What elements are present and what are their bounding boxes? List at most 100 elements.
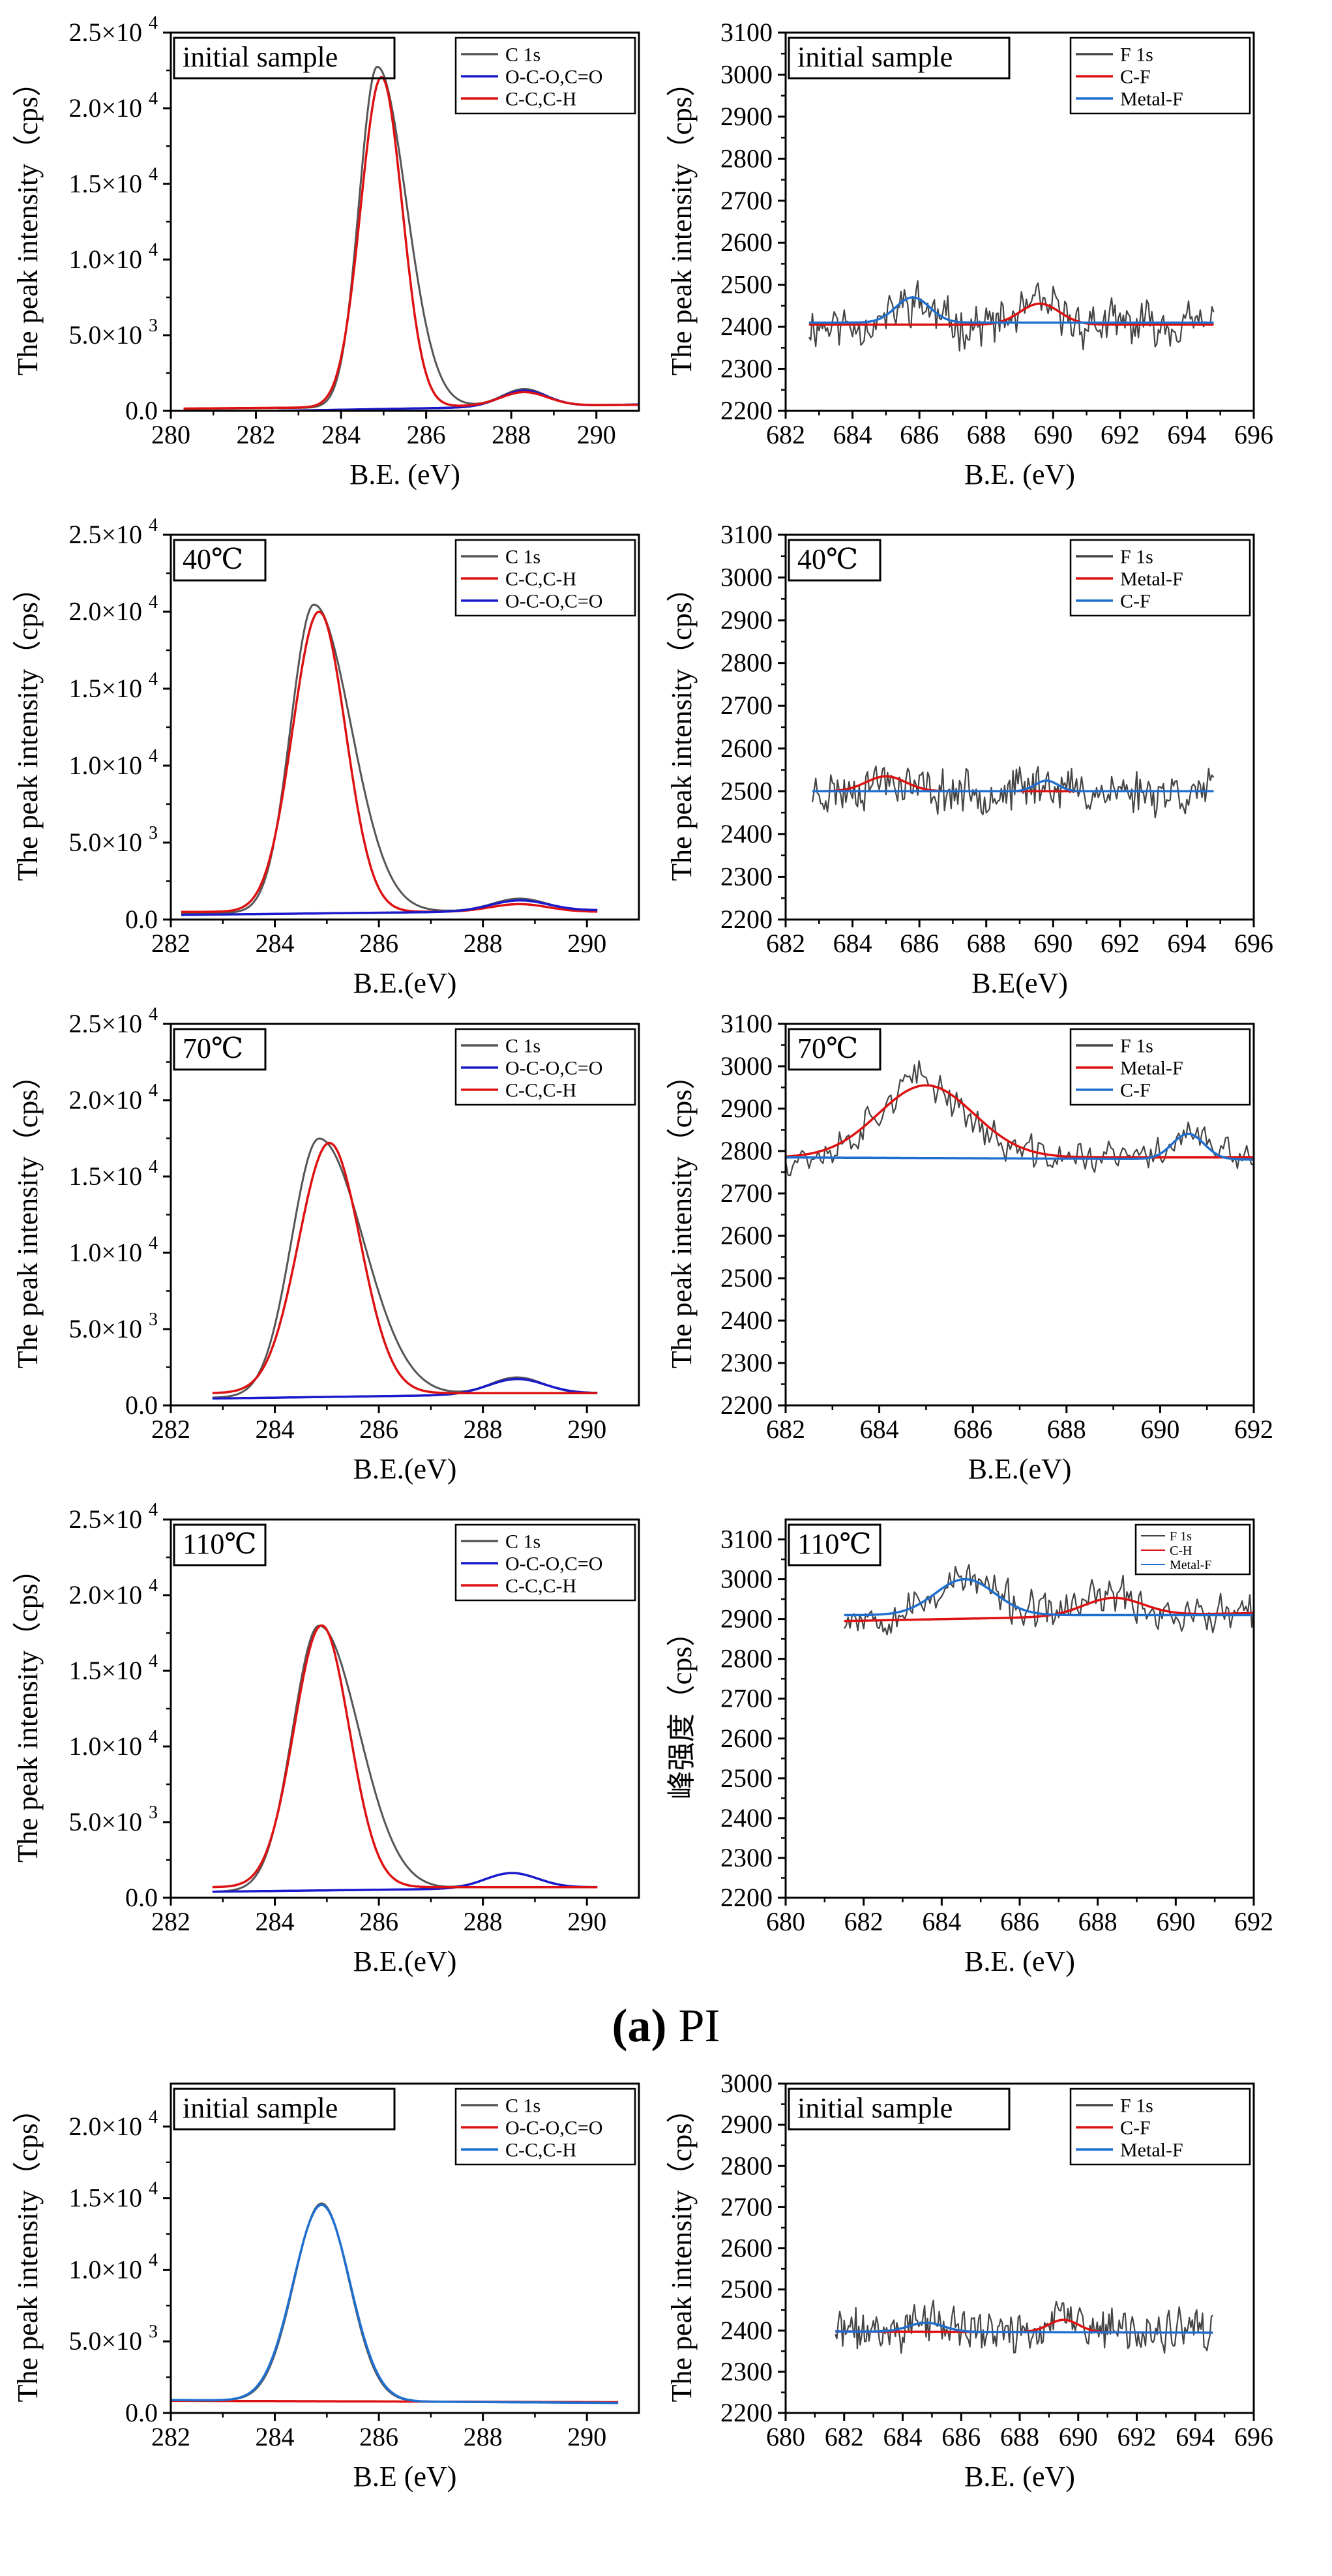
x-tick-label: 280 xyxy=(151,420,190,449)
y-tick-exponent: 3 xyxy=(149,1803,158,1823)
series-c-f xyxy=(812,779,1214,793)
title-box xyxy=(173,1028,267,1071)
panel-title: initial sample xyxy=(183,2092,338,2124)
plot-area xyxy=(183,65,639,411)
y-axis-label: The peak intensity（cps） xyxy=(12,1061,44,1369)
x-tick-label: 682 xyxy=(766,1415,805,1444)
x-tick-label: 284 xyxy=(321,420,361,449)
x-tick-label: 686 xyxy=(1000,1907,1039,1936)
chart-panel-f1s-initial: 682 684 686 688 690 692 694 696 2200 2300 2400 2500… xyxy=(666,18,1273,490)
series-c-1s xyxy=(183,65,639,410)
x-axis-label: B.E.(eV) xyxy=(968,1453,1072,1485)
y-tick-label: 2400 xyxy=(720,2316,773,2345)
y-tick-label: 2.0×10 xyxy=(68,1580,142,1610)
x-tick-label: 290 xyxy=(567,929,606,958)
series-c-c-c-h xyxy=(212,1141,598,1395)
legend-label: C 1s xyxy=(505,547,540,568)
legend-label: C 1s xyxy=(505,1036,540,1057)
legend-label: C-F xyxy=(1120,2118,1151,2139)
y-tick-label: 2200 xyxy=(720,2398,773,2427)
series-metal-f xyxy=(808,296,1214,324)
x-tick-label: 286 xyxy=(359,1907,398,1936)
y-axis-label: The peak intensity（cps） xyxy=(12,68,44,376)
x-tick-label: 682 xyxy=(844,1907,883,1936)
y-tick-label: 2800 xyxy=(720,1136,773,1165)
y-tick-label: 2600 xyxy=(720,1724,773,1753)
y-tick-label: 5.0×10 xyxy=(68,1314,142,1343)
x-tick-label: 680 xyxy=(766,2422,805,2451)
legend: C 1sO-C-O,C=OC-C,C-H xyxy=(454,2088,636,2166)
title-box xyxy=(788,1523,881,1566)
series-c-c-c-h xyxy=(171,2204,619,2404)
legend-label: C-C,C-H xyxy=(505,569,576,590)
y-axis-label: 峰强度（cps） xyxy=(666,1618,698,1800)
plot-area xyxy=(843,1564,1254,1636)
panel-title: 40℃ xyxy=(797,543,858,575)
x-tick-label: 688 xyxy=(1000,2422,1039,2451)
x-tick-label: 284 xyxy=(256,1907,295,1936)
y-tick-label: 0.0 xyxy=(125,1883,158,1912)
y-tick-label: 1.5×10 xyxy=(68,1161,142,1191)
series-metal-f xyxy=(844,1578,1254,1617)
y-tick-label: 2600 xyxy=(720,2234,773,2263)
panel-title: 110℃ xyxy=(183,1528,257,1560)
x-tick-label: 290 xyxy=(567,2422,606,2451)
y-tick-label: 2800 xyxy=(720,1644,773,1673)
y-tick-label: 3000 xyxy=(720,2069,773,2098)
plot-area xyxy=(181,603,598,916)
plot-frame xyxy=(784,1518,1255,1899)
series-c-1s xyxy=(171,2202,619,2404)
y-tick-label: 1.0×10 xyxy=(68,1238,142,1267)
y-tick-label: 2400 xyxy=(720,819,773,848)
chart-panel-c1s-initial: 280 282 284 286 288 290 0.0 5.0×10 3 1.0×10 4 1.5×1… xyxy=(12,13,640,490)
y-tick-label: 1.0×10 xyxy=(68,1731,142,1761)
y-tick-label: 2800 xyxy=(720,143,773,173)
y-tick-exponent: 4 xyxy=(149,592,158,612)
x-tick-label: 690 xyxy=(1033,420,1073,449)
legend-label: C-C,C-H xyxy=(505,1576,576,1597)
legend-label: Metal-F xyxy=(1120,569,1183,590)
x-tick-label: 688 xyxy=(967,420,1006,449)
caption-text: PI xyxy=(678,1999,720,2052)
x-tick-label: 694 xyxy=(1176,2422,1215,2451)
x-tick-label: 694 xyxy=(1167,929,1206,958)
plot-area xyxy=(212,1624,598,1893)
y-tick-exponent: 4 xyxy=(149,669,158,689)
y-tick-label: 2.5×10 xyxy=(68,520,142,549)
y-tick-exponent: 4 xyxy=(149,1727,158,1747)
y-tick-label: 2200 xyxy=(720,1390,773,1420)
x-tick-label: 286 xyxy=(359,929,398,958)
y-tick-label: 2600 xyxy=(720,734,773,763)
y-tick-exponent: 4 xyxy=(149,1576,158,1596)
x-tick-label: 696 xyxy=(1234,2422,1273,2451)
legend: C 1sO-C-O,C=OC-C,C-H xyxy=(454,1523,636,1602)
panel-title: initial sample xyxy=(797,41,953,73)
x-tick-label: 694 xyxy=(1167,420,1206,449)
panel-title: 70℃ xyxy=(183,1032,243,1064)
series-c-f xyxy=(786,1132,1254,1161)
x-tick-label: 282 xyxy=(151,2422,190,2451)
y-tick-label: 2200 xyxy=(720,1883,773,1912)
y-tick-label: 3000 xyxy=(720,59,773,89)
legend-label: O-C-O,C=O xyxy=(505,591,602,612)
x-tick-label: 686 xyxy=(900,929,939,958)
y-tick-label: 3000 xyxy=(720,1565,773,1594)
y-tick-label: 1.0×10 xyxy=(68,2254,142,2284)
x-tick-label: 282 xyxy=(151,1907,190,1936)
title-box xyxy=(173,37,396,80)
title-box xyxy=(788,1028,881,1071)
plot-area xyxy=(212,1137,598,1400)
y-tick-label: 1.5×10 xyxy=(68,169,142,198)
legend-label: O-C-O,C=O xyxy=(505,1553,602,1575)
panel-title: 110℃ xyxy=(797,1528,872,1560)
legend: C 1sO-C-O,C=OC-C,C-H xyxy=(454,37,636,115)
legend-label: F 1s xyxy=(1170,1529,1192,1544)
y-tick-label: 2.5×10 xyxy=(68,18,142,47)
title-box xyxy=(173,539,267,582)
y-tick-label: 2900 xyxy=(720,1094,773,1123)
series-f-1s xyxy=(835,2299,1213,2354)
y-tick-label: 2900 xyxy=(720,2110,773,2139)
y-tick-label: 1.5×10 xyxy=(68,1656,142,1685)
